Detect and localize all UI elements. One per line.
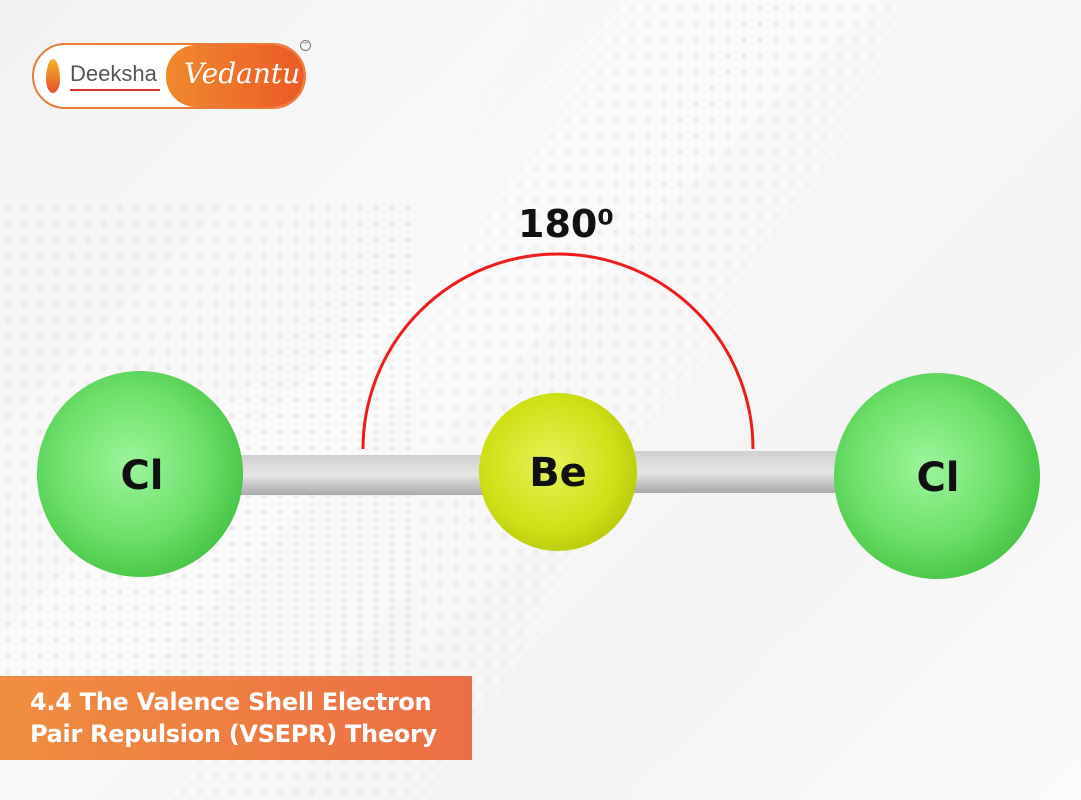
deeksha-vedantu-logo: Deeksha Vedantu	[32, 43, 306, 109]
flame-icon	[46, 59, 60, 93]
trademark-mark: ™	[300, 40, 311, 51]
angle-label: 180⁰	[518, 202, 614, 246]
logo-right-panel	[166, 45, 304, 107]
bond-left	[235, 455, 490, 495]
atom-cl-left	[37, 371, 243, 577]
atom-label-cl-left: Cl	[120, 453, 163, 499]
atom-label-be: Be	[529, 450, 587, 496]
banner-line-2: Pair Repulsion (VSEPR) Theory	[30, 720, 437, 748]
banner-line-1: 4.4 The Valence Shell Electron	[30, 688, 432, 716]
logo-deeksha: Deeksha	[70, 61, 157, 86]
atom-label-cl-right: Cl	[916, 455, 959, 501]
section-title-banner: 4.4 The Valence Shell Electron Pair Repu…	[0, 676, 472, 760]
logo-underline	[70, 89, 160, 91]
bond-right	[625, 451, 845, 493]
logo-vedantu: Vedantu	[184, 57, 301, 90]
atom-be	[479, 393, 637, 551]
atom-cl-right	[834, 373, 1040, 579]
angle-arc	[361, 252, 755, 450]
